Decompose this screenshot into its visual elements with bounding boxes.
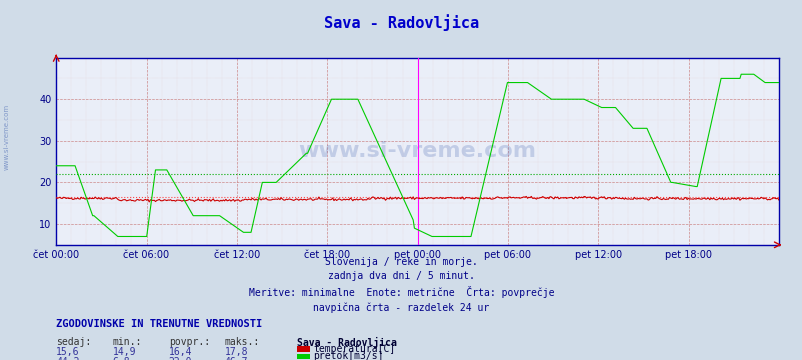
Text: povpr.:: povpr.: bbox=[168, 337, 209, 347]
Text: 17,8: 17,8 bbox=[225, 347, 248, 357]
Text: Slovenija / reke in morje.
zadnja dva dni / 5 minut.
Meritve: minimalne  Enote: : Slovenija / reke in morje. zadnja dva dn… bbox=[249, 257, 553, 313]
Text: sedaj:: sedaj: bbox=[56, 337, 91, 347]
Text: Sava - Radovljica: Sava - Radovljica bbox=[297, 337, 396, 348]
Text: 15,6: 15,6 bbox=[56, 347, 79, 357]
Text: 6,8: 6,8 bbox=[112, 357, 130, 360]
Text: www.si-vreme.com: www.si-vreme.com bbox=[298, 141, 536, 161]
Text: 22,0: 22,0 bbox=[168, 357, 192, 360]
Text: min.:: min.: bbox=[112, 337, 142, 347]
Text: 46,7: 46,7 bbox=[225, 357, 248, 360]
Text: maks.:: maks.: bbox=[225, 337, 260, 347]
Text: 44,2: 44,2 bbox=[56, 357, 79, 360]
Text: temperatura[C]: temperatura[C] bbox=[313, 344, 395, 354]
Text: pretok[m3/s]: pretok[m3/s] bbox=[313, 351, 383, 360]
Text: Sava - Radovljica: Sava - Radovljica bbox=[323, 14, 479, 31]
Text: 14,9: 14,9 bbox=[112, 347, 136, 357]
Text: www.si-vreme.com: www.si-vreme.com bbox=[4, 104, 10, 170]
Text: ZGODOVINSKE IN TRENUTNE VREDNOSTI: ZGODOVINSKE IN TRENUTNE VREDNOSTI bbox=[56, 319, 262, 329]
Text: 16,4: 16,4 bbox=[168, 347, 192, 357]
